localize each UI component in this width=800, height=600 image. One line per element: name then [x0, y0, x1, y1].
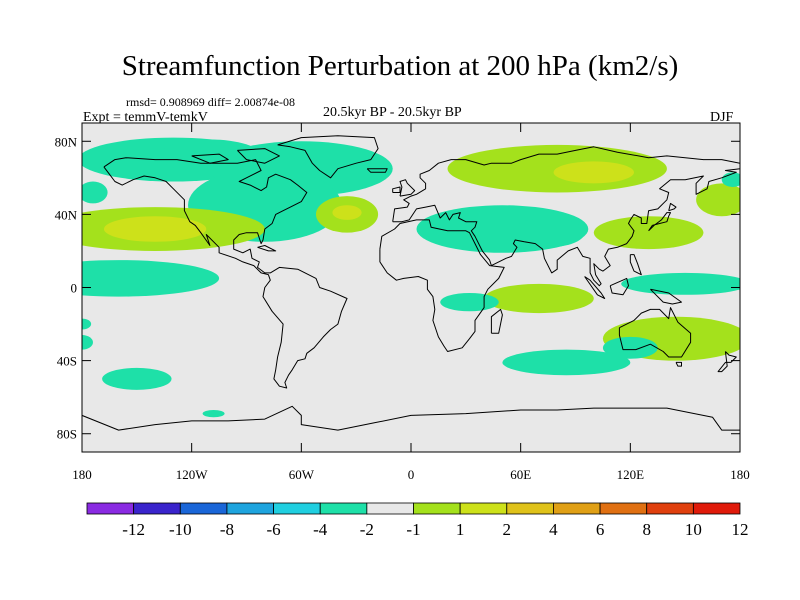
anomaly-region: [511, 218, 585, 248]
season-label: DJF: [710, 110, 734, 125]
coastline: [379, 219, 505, 352]
lat-tick-label: 40N: [55, 207, 78, 222]
colorbar-label: 10: [685, 520, 702, 539]
anomaly-layer: [82, 137, 740, 418]
coastline: [629, 254, 642, 276]
colorbar-swatch: [319, 502, 368, 515]
latitude-axis: 80N 40N 0 40S 80S: [55, 134, 740, 442]
coastline: [648, 212, 671, 232]
anomaly-region: [553, 161, 634, 184]
colorbar-swatch: [226, 502, 274, 515]
lat-tick-label: 40S: [57, 354, 77, 369]
colorbar-label: 1: [456, 520, 465, 539]
coastline-layer: [82, 135, 740, 431]
colorbar-label: 6: [596, 520, 605, 539]
colorbar-label: -6: [266, 520, 280, 539]
lon-tick-label: 120E: [617, 467, 645, 482]
coastline: [668, 202, 677, 212]
anomaly-region: [502, 349, 631, 376]
colorbar-label: -1: [406, 520, 420, 539]
lon-tick-label: 120W: [176, 467, 209, 482]
colorbar-swatch: [646, 502, 694, 515]
period-label: 20.5kyr BP - 20.5kyr BP: [323, 105, 462, 120]
coastline: [257, 245, 277, 252]
anomaly-region: [593, 216, 704, 250]
anomaly-region: [202, 409, 225, 418]
coastline: [490, 308, 503, 334]
colorbar-swatch: [273, 502, 321, 515]
anomaly-region: [332, 205, 362, 220]
colorbar-swatch: [179, 502, 228, 515]
colorbar-swatch: [459, 502, 508, 515]
lon-tick-label: 180: [730, 467, 750, 482]
lon-tick-label: 60E: [510, 467, 531, 482]
experiment-label: Expt = temmV-temkV: [83, 110, 208, 125]
colorbar-swatch: [553, 502, 601, 515]
coastline: [392, 146, 740, 287]
anomaly-region: [82, 318, 92, 330]
colorbar-label: 12: [732, 520, 749, 539]
colorbar-swatch: [366, 502, 414, 515]
statistics-label: rmsd= 0.908969 diff= 2.00874e-08: [126, 95, 295, 109]
anomaly-region: [440, 292, 499, 312]
coastline: [609, 277, 629, 296]
anomaly-region: [158, 139, 262, 173]
lon-tick-label: 60W: [289, 467, 315, 482]
colorbar-label: 8: [642, 520, 651, 539]
anomaly-region: [484, 283, 594, 314]
colorbar-label: -10: [169, 520, 192, 539]
coastline: [82, 405, 740, 431]
anomaly-region: [82, 335, 93, 350]
colorbar-label: 2: [503, 520, 512, 539]
colorbar-label: -4: [313, 520, 328, 539]
coastline: [618, 307, 692, 358]
anomaly-region: [621, 272, 740, 295]
anomaly-region: [102, 367, 172, 390]
coastline: [392, 186, 401, 193]
colorbar-swatch: [133, 502, 181, 515]
lat-tick-label: 80S: [57, 427, 77, 442]
colorbar-label: -2: [360, 520, 374, 539]
colorbar-swatch: [413, 502, 461, 515]
colorbar-label: -12: [122, 520, 145, 539]
anomaly-region: [696, 183, 740, 217]
anomaly-region: [82, 181, 108, 204]
colorbar-swatch: [692, 502, 741, 515]
lon-tick-label: 0: [408, 467, 415, 482]
colorbar-swatch: [86, 502, 135, 515]
coastline: [366, 168, 388, 173]
coastline: [650, 288, 682, 305]
coastline: [399, 179, 416, 197]
anomaly-region: [432, 214, 536, 244]
anomaly-region: [103, 216, 207, 242]
anomaly-region: [82, 260, 220, 297]
longitude-axis: 180 120W 60W 0 60E 120E 180: [72, 123, 750, 482]
lat-tick-label: 80N: [55, 134, 78, 149]
colorbar-swatch: [599, 502, 648, 515]
colorbar-label: -8: [220, 520, 234, 539]
coastline: [277, 135, 379, 179]
coastline: [584, 276, 606, 299]
lat-tick-label: 0: [71, 281, 78, 296]
coastline: [675, 361, 682, 367]
colorbar: -12 -10 -8 -6 -4 -2 -1 1 2 4 6 8 10 12: [86, 502, 749, 539]
coastline: [717, 351, 737, 373]
coastline: [237, 148, 280, 164]
colorbar-swatch: [506, 502, 554, 515]
coastline: [103, 157, 348, 389]
map-title: Streamfunction Perturbation at 200 hPa (…: [121, 50, 679, 82]
lon-tick-label: 180: [72, 467, 92, 482]
anomaly-region: [602, 336, 658, 359]
coastline: [191, 153, 229, 164]
colorbar-label: 4: [549, 520, 558, 539]
